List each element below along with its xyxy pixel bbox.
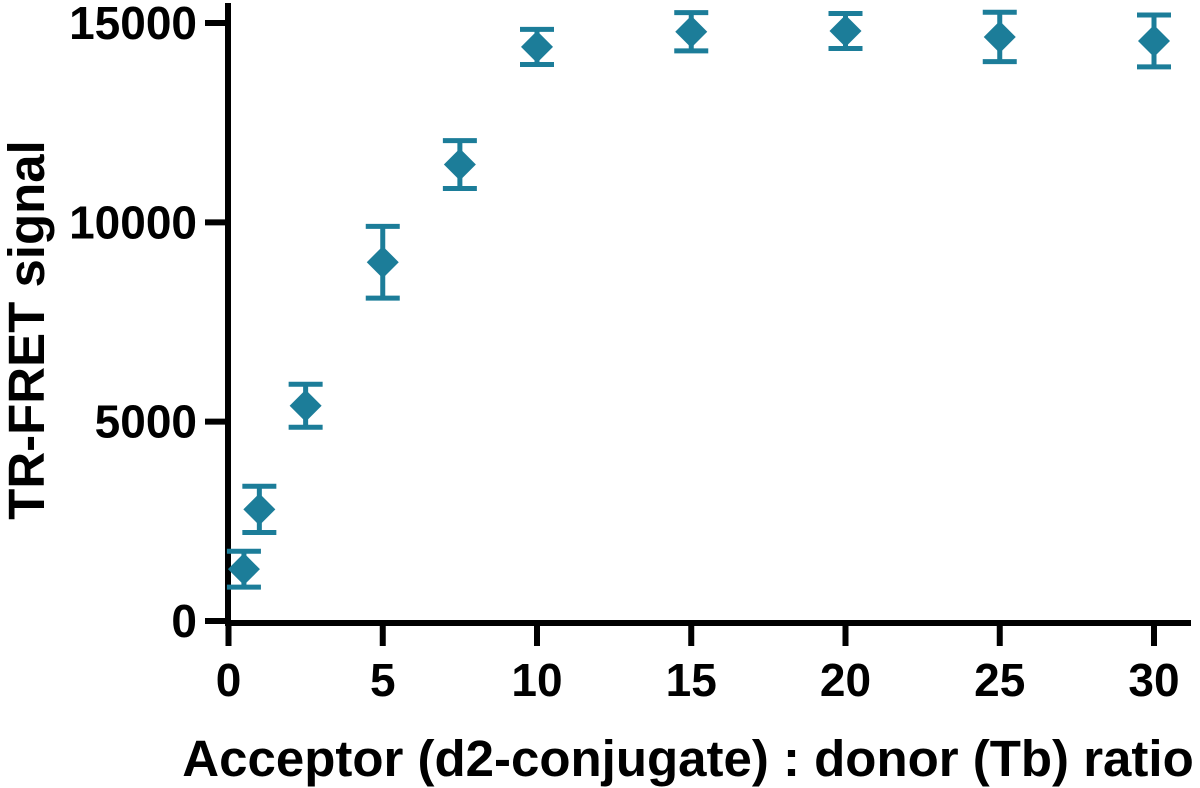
x-tick-label: 0 [216, 654, 242, 706]
data-point [365, 223, 400, 301]
diamond-marker [443, 148, 476, 181]
x-tick-label: 10 [511, 654, 562, 706]
y-tick-label: 10000 [69, 196, 197, 248]
x-tick-label: 20 [820, 654, 871, 706]
diamond-marker [289, 389, 322, 422]
data-point [520, 26, 554, 67]
data-series [226, 9, 1171, 590]
data-point [828, 10, 863, 52]
y-axis-title: TR-FRET signal [0, 140, 55, 520]
y-tick-label: 15000 [69, 0, 197, 49]
diamond-marker [675, 15, 708, 48]
data-point [242, 483, 277, 535]
diamond-marker [1138, 24, 1170, 57]
x-axis-title: Acceptor (d2-conjugate) : donor (Tb) rat… [182, 730, 1193, 787]
x-tick-label: 5 [370, 654, 396, 706]
data-point [674, 10, 709, 54]
data-point [1137, 12, 1171, 70]
data-point [288, 381, 323, 430]
data-point [982, 9, 1017, 65]
y-tick-label: 0 [171, 595, 197, 647]
x-tick-label: 25 [974, 654, 1025, 706]
x-tick-label: 15 [666, 654, 717, 706]
x-tick-label: 30 [1128, 654, 1179, 706]
diamond-marker [366, 246, 399, 279]
diamond-marker [227, 553, 260, 586]
diamond-marker [521, 30, 553, 63]
data-point [442, 138, 477, 191]
axes: 0 5000 10000 15000 0 5 10 15 20 25 30 [69, 0, 1191, 706]
diamond-marker [829, 14, 862, 47]
diamond-marker [243, 493, 276, 526]
y-tick-label: 5000 [95, 396, 197, 448]
data-point [226, 548, 261, 590]
diamond-marker [983, 20, 1016, 53]
